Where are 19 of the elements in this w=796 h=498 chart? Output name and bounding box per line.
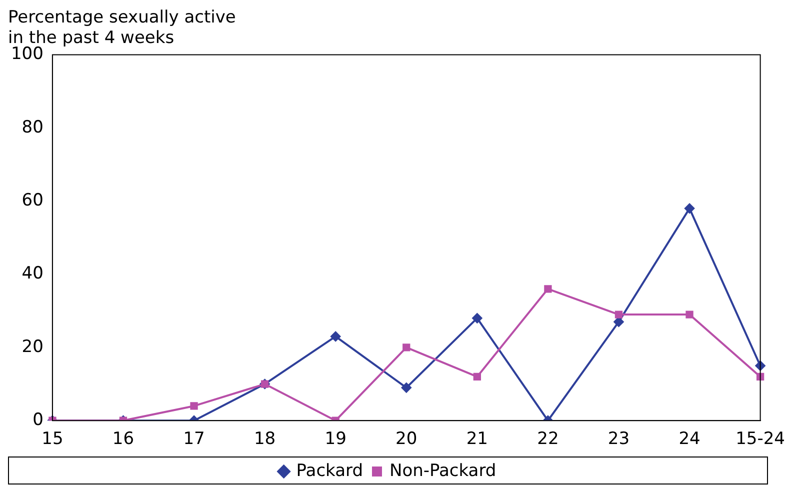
x-tick-label: 18: [254, 429, 276, 450]
legend-label: Non-Packard: [389, 460, 496, 481]
y-tick-label: 40: [22, 264, 44, 284]
y-tick-label: 60: [22, 190, 44, 211]
x-tick-label: 21: [466, 429, 488, 450]
x-tick-label: 17: [183, 429, 205, 450]
y-tick-label: 0: [32, 410, 44, 430]
x-tick-label: 20: [396, 429, 418, 450]
x-tick-label: 16: [112, 429, 134, 450]
y-tick-label: 100: [10, 44, 44, 64]
y-tick-label: 20: [22, 336, 44, 357]
x-tick-label: 23: [608, 429, 630, 450]
y-tick-label: 80: [22, 117, 44, 138]
x-tick-label: 15-24: [736, 429, 786, 450]
legend-label: Packard: [296, 460, 363, 481]
x-tick-label: 15: [42, 429, 64, 450]
x-tick-label: 22: [537, 429, 559, 450]
x-tick-label: 19: [324, 429, 346, 450]
x-tick-label: 24: [678, 429, 700, 450]
